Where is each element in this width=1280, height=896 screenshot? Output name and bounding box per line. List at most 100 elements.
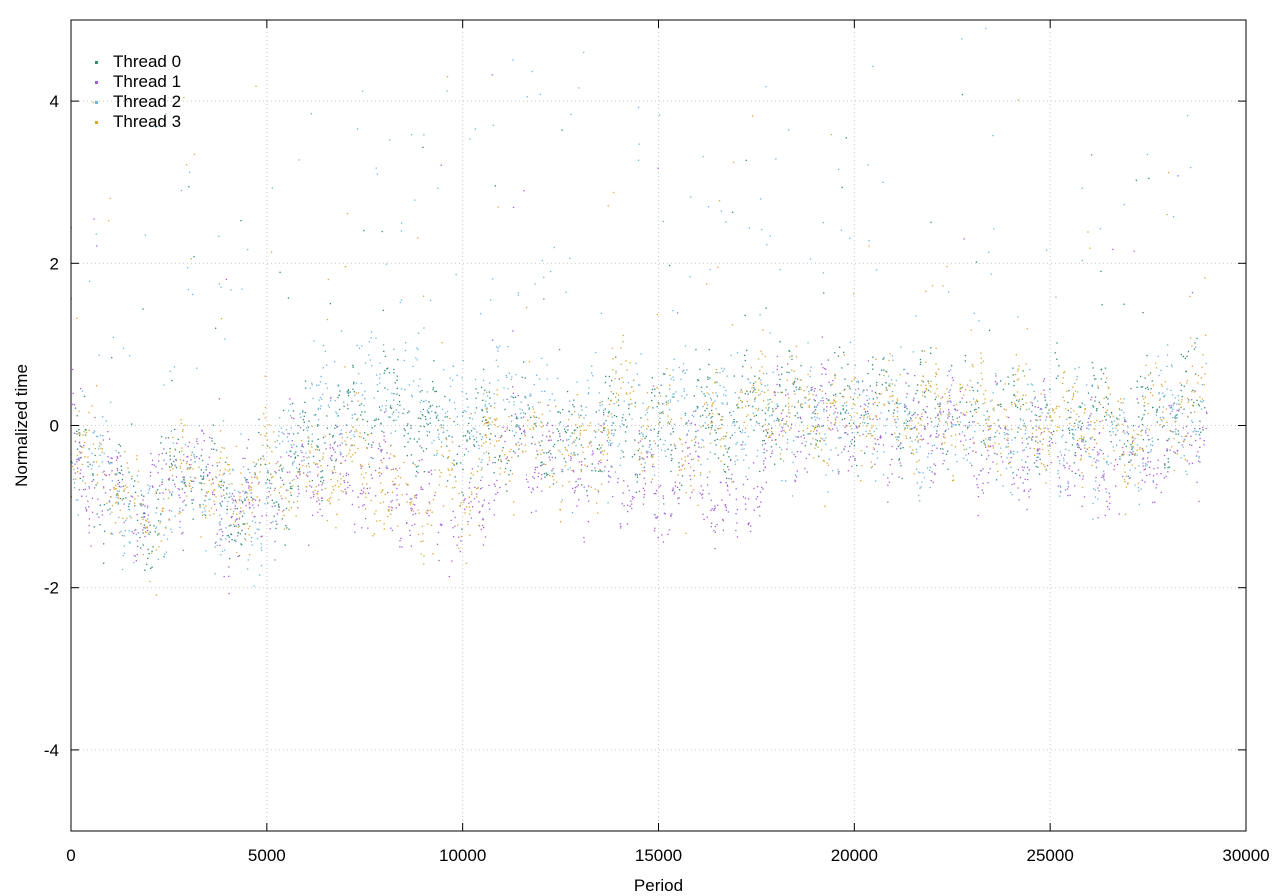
data-point — [1005, 446, 1007, 448]
data-point — [924, 390, 926, 392]
data-point — [738, 397, 740, 399]
data-point — [363, 229, 365, 232]
data-point — [1186, 379, 1188, 382]
data-point — [505, 467, 507, 470]
data-point — [570, 459, 572, 461]
data-point — [844, 411, 847, 413]
data-point — [1060, 454, 1063, 456]
data-point — [391, 491, 394, 493]
data-point — [736, 536, 739, 538]
data-point — [848, 386, 851, 388]
data-point — [319, 460, 321, 462]
data-point — [470, 477, 472, 479]
data-point — [707, 376, 709, 378]
data-point — [112, 533, 114, 535]
data-point — [79, 441, 81, 443]
data-point — [767, 389, 769, 391]
data-point — [617, 477, 619, 480]
data-point — [1083, 496, 1086, 498]
data-point — [169, 370, 171, 372]
data-point — [761, 228, 763, 231]
data-point — [437, 429, 439, 431]
data-point — [891, 395, 893, 397]
data-point — [905, 382, 907, 384]
data-point — [1162, 411, 1164, 413]
data-point — [996, 382, 998, 384]
data-point — [1177, 175, 1179, 177]
data-point — [438, 484, 441, 486]
data-point — [916, 384, 919, 386]
data-point — [803, 437, 805, 439]
data-point — [944, 430, 946, 433]
data-point — [75, 499, 77, 501]
data-point — [91, 468, 93, 470]
data-point — [773, 392, 775, 394]
data-point — [1063, 372, 1065, 374]
data-point — [151, 463, 153, 466]
data-point — [290, 456, 292, 458]
data-point — [117, 479, 119, 482]
data-point — [273, 502, 275, 504]
data-point — [730, 458, 732, 461]
data-point — [1079, 448, 1082, 450]
data-point — [911, 420, 913, 422]
data-point — [727, 489, 729, 491]
data-point — [708, 426, 710, 429]
data-point — [573, 441, 575, 443]
data-point — [396, 387, 398, 390]
data-point — [602, 453, 604, 456]
data-point — [793, 390, 795, 392]
data-point — [245, 491, 247, 493]
data-point — [622, 334, 624, 337]
data-point — [821, 385, 823, 387]
data-point — [837, 468, 839, 471]
data-point — [689, 276, 691, 278]
data-point — [446, 429, 448, 432]
data-point — [732, 421, 734, 423]
data-point — [876, 404, 879, 407]
data-point — [203, 471, 205, 474]
data-point — [1078, 444, 1080, 447]
data-point — [904, 404, 906, 407]
data-point — [591, 372, 593, 374]
data-point — [1130, 444, 1132, 446]
data-point — [868, 415, 870, 417]
data-point — [975, 408, 977, 410]
data-point — [1184, 439, 1186, 441]
data-point — [1012, 374, 1014, 376]
data-point — [700, 494, 703, 496]
data-point — [1166, 388, 1168, 390]
data-point — [1100, 378, 1102, 380]
data-point — [859, 423, 861, 425]
data-point — [583, 429, 585, 431]
data-point — [1009, 461, 1011, 463]
data-point — [99, 504, 101, 506]
data-point — [290, 444, 292, 446]
data-point — [194, 457, 196, 459]
data-point — [936, 430, 938, 432]
data-point — [1197, 451, 1199, 453]
data-point — [753, 415, 756, 417]
data-point — [568, 410, 570, 412]
data-point — [640, 463, 642, 465]
data-point — [655, 517, 657, 519]
data-point — [985, 438, 987, 440]
data-point — [910, 428, 912, 430]
data-point — [1015, 405, 1017, 407]
data-point — [620, 527, 622, 529]
data-point — [775, 419, 778, 422]
data-point — [419, 417, 422, 420]
data-point — [893, 412, 895, 414]
data-point — [927, 453, 930, 455]
data-point — [227, 534, 229, 537]
data-point — [225, 538, 227, 540]
data-point — [1027, 383, 1029, 386]
data-point — [1023, 423, 1025, 425]
data-point — [1043, 394, 1046, 396]
data-point — [307, 443, 309, 445]
data-point — [527, 419, 529, 421]
data-point — [1124, 471, 1126, 473]
data-point — [244, 492, 246, 494]
data-point — [419, 378, 421, 380]
data-point — [1125, 445, 1127, 448]
